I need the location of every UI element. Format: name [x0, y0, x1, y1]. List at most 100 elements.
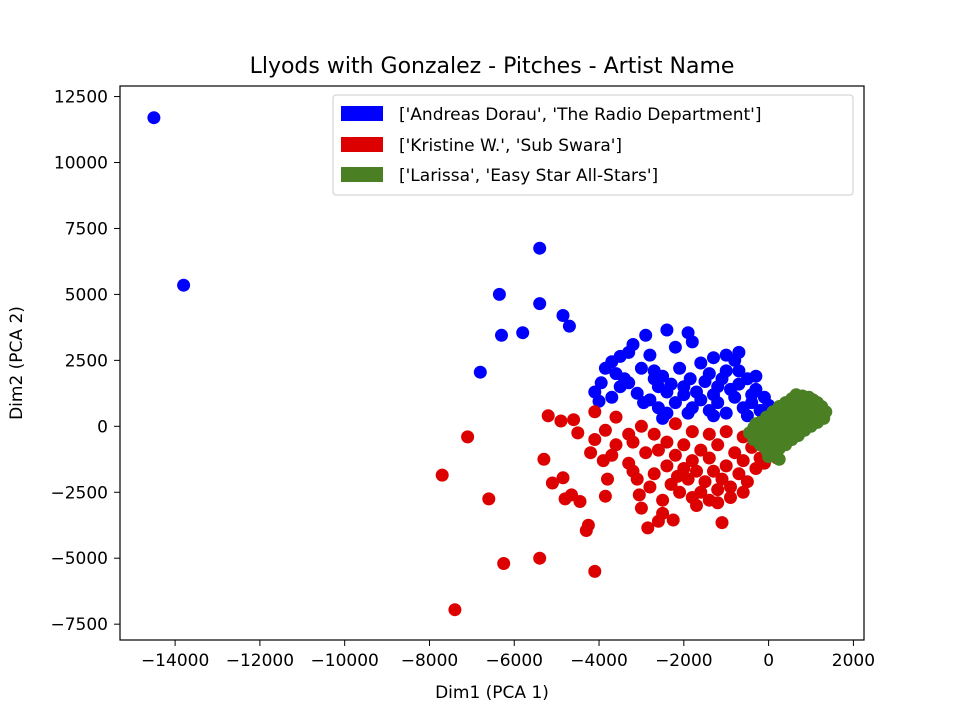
point-s1-14: [581, 518, 595, 532]
chart-title: Llyods with Gonzalez - Pitches - Artist …: [250, 54, 735, 79]
y-tick-label-0: −7500: [50, 615, 108, 635]
point-s0-19: [594, 376, 608, 390]
point-s0-18: [598, 361, 612, 375]
point-s1-0: [448, 603, 462, 617]
point-s1-54: [736, 454, 750, 468]
point-s0-24: [630, 386, 644, 400]
point-s0-71: [745, 388, 759, 402]
y-tick-label-1: −5000: [50, 549, 108, 569]
point-s1-9: [556, 471, 570, 485]
x-tick-label-8: 2000: [832, 651, 875, 671]
point-s1-41: [651, 514, 665, 528]
point-s1-44: [651, 443, 665, 457]
point-s1-87: [673, 485, 687, 499]
point-s1-35: [677, 462, 691, 475]
point-s0-5: [556, 309, 570, 322]
point-s1-8: [545, 476, 559, 490]
point-s1-62: [698, 475, 712, 489]
x-tick-label-7: 0: [763, 651, 774, 671]
point-s1-48: [685, 454, 699, 468]
point-s0-69: [732, 345, 746, 359]
x-tick-label-3: −8000: [401, 651, 459, 671]
point-s1-30: [641, 521, 655, 535]
point-s1-15: [598, 489, 612, 503]
x-tick-label-4: −6000: [485, 651, 543, 671]
legend: ['Andreas Dorau', 'The Radio Department'…: [332, 94, 854, 196]
point-s1-40: [715, 516, 729, 530]
x-tick-label-2: −10000: [311, 651, 379, 671]
point-s0-7: [516, 326, 530, 340]
point-s1-72: [647, 427, 661, 441]
point-s0-73: [681, 406, 695, 420]
point-s1-31: [656, 493, 670, 507]
point-s1-51: [711, 438, 725, 452]
point-s0-2: [533, 241, 547, 255]
legend-entry-2: ['Larissa', 'Easy Star All-Stars']: [399, 166, 658, 186]
point-s1-64: [715, 472, 729, 486]
point-s1-27: [630, 472, 644, 486]
y-tick-label-7: 10000: [54, 154, 108, 174]
point-s2-54: [749, 417, 763, 431]
point-s0-75: [707, 409, 720, 423]
point-s0-4: [533, 297, 547, 311]
point-s1-20: [588, 433, 602, 446]
point-s1-16: [541, 409, 555, 423]
point-s2-55: [791, 404, 805, 417]
point-s0-14: [685, 335, 699, 349]
y-axis-ticks: −7500 −5000 −2500 0 2500 5000 7500 10000 12500: [50, 88, 120, 635]
point-s0-29: [673, 361, 687, 375]
point-s0-61: [698, 375, 712, 388]
point-s1-29: [634, 501, 648, 515]
legend-box: [332, 94, 854, 196]
point-s1-3: [588, 564, 602, 578]
legend-entry-1: ['Kristine W.', 'Sub Swara']: [399, 136, 622, 156]
point-s1-80: [626, 435, 640, 449]
point-s1-19: [571, 426, 585, 440]
point-s0-10: [660, 323, 674, 337]
point-s1-85: [601, 472, 614, 486]
point-s1-21: [598, 423, 612, 437]
point-s0-57: [690, 385, 703, 399]
point-s0-36: [732, 364, 746, 378]
point-s1-7: [537, 452, 551, 466]
point-s1-6: [482, 492, 496, 506]
point-s1-84: [724, 491, 737, 504]
point-s1-71: [634, 419, 648, 433]
point-s1-82: [690, 499, 703, 512]
point-s0-49: [719, 406, 733, 420]
point-s0-13: [668, 340, 682, 354]
y-tick-label-6: 7500: [65, 219, 108, 239]
point-s1-73: [668, 417, 682, 431]
point-s1-66: [732, 467, 746, 481]
point-s0-60: [732, 377, 746, 391]
point-s1-24: [605, 448, 619, 462]
point-s1-52: [719, 459, 733, 473]
point-s1-50: [702, 451, 716, 465]
point-s0-70: [719, 364, 733, 378]
y-tick-label-8: 12500: [54, 88, 108, 108]
legend-entry-0: ['Andreas Dorau', 'The Radio Department'…: [399, 105, 761, 125]
point-s0-72: [749, 369, 763, 383]
point-s1-46: [668, 448, 682, 462]
point-s1-63: [707, 464, 720, 478]
x-axis-ticks: −14000 −12000 −10000 −8000 −6000 −4000 −2000 0 2…: [141, 640, 875, 671]
point-s1-1: [497, 557, 511, 570]
point-s1-37: [694, 485, 708, 499]
point-s1-60: [681, 472, 695, 486]
y-tick-label-3: 0: [97, 417, 108, 437]
point-s1-45: [660, 435, 674, 449]
point-s0-66: [634, 361, 648, 375]
point-s1-22: [609, 438, 623, 452]
x-tick-label-1: −12000: [226, 651, 294, 671]
point-s1-86: [584, 446, 598, 460]
point-s0-6: [562, 319, 576, 333]
point-s0-9: [473, 365, 487, 379]
point-s1-76: [719, 425, 733, 439]
point-s1-47: [677, 438, 691, 452]
data-points: [147, 111, 833, 617]
point-s0-68: [626, 338, 640, 351]
point-s0-11: [639, 328, 653, 342]
point-s1-79: [609, 410, 623, 424]
plot-frame: [119, 85, 865, 641]
